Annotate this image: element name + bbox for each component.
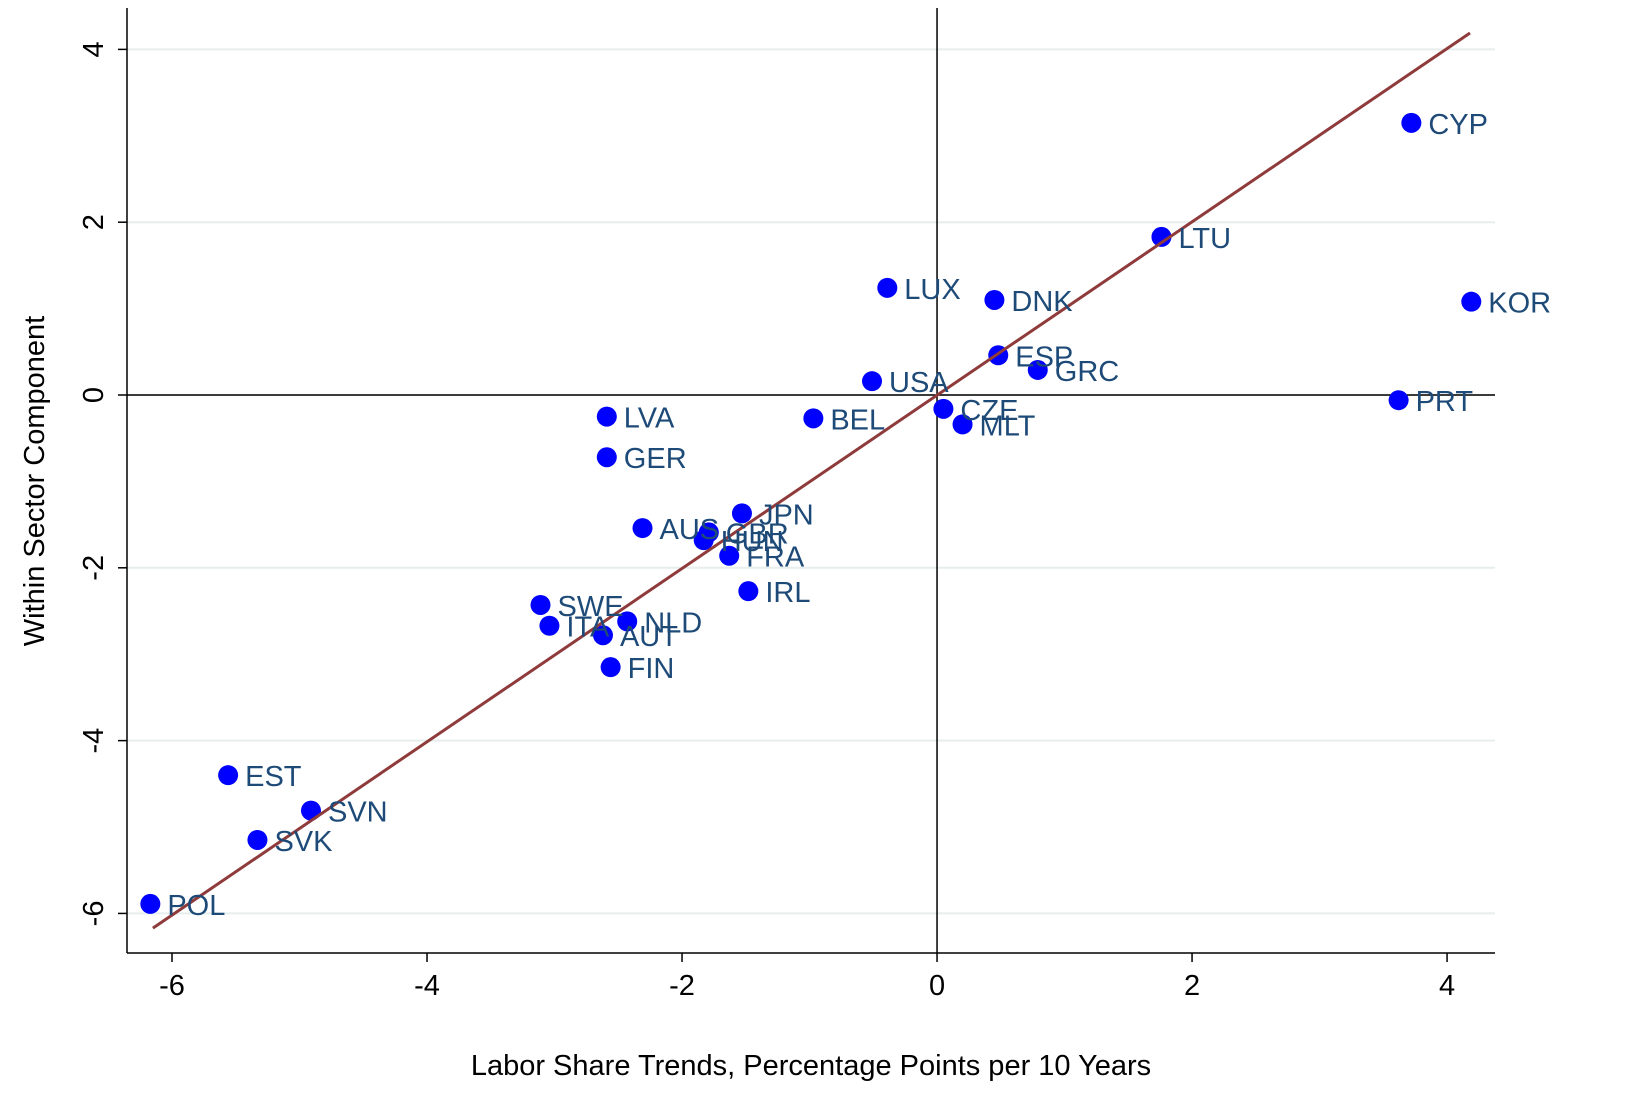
point [952, 414, 973, 435]
point [218, 765, 239, 786]
point [1027, 359, 1048, 380]
point [984, 289, 1005, 310]
x-axis-title: Labor Share Trends, Percentage Points pe… [471, 1050, 1151, 1082]
point-label: FIN [628, 653, 675, 685]
y-tick-label: -2 [78, 555, 110, 581]
point-label: LUX [904, 274, 960, 306]
point-label: JPN [759, 499, 814, 531]
point [877, 277, 898, 298]
point-label: SVN [328, 797, 388, 829]
point [600, 657, 621, 678]
y-tick-label: 4 [78, 41, 110, 57]
point-label: ITA [566, 612, 610, 644]
point [632, 518, 653, 539]
point-label: HUN [721, 526, 784, 558]
point-label: AUS [660, 514, 720, 546]
y-tick-label: 0 [78, 387, 110, 403]
point-label: GBR [726, 518, 789, 550]
point [539, 615, 560, 636]
y-tick-label: 2 [78, 214, 110, 230]
point [617, 611, 638, 632]
point-label: EST [245, 761, 302, 793]
point [719, 545, 740, 566]
point-label: CZE [960, 395, 1018, 427]
point [738, 581, 759, 602]
point [592, 625, 613, 646]
point-label: IRL [765, 577, 810, 609]
point-label: LTU [1178, 223, 1231, 255]
point-label: AUT [620, 621, 678, 653]
point [693, 530, 714, 551]
x-tick-label: -4 [414, 970, 440, 1002]
point-label: SVK [274, 826, 333, 858]
x-tick-label: -2 [669, 970, 695, 1002]
point-label: DNK [1011, 286, 1073, 318]
fit-line [152, 31, 1471, 930]
point-label: PRT [1416, 386, 1474, 418]
point [140, 893, 161, 914]
point-label: SWE [557, 591, 623, 623]
point [596, 406, 617, 427]
point [862, 371, 883, 392]
point [933, 398, 954, 419]
x-tick-label: -6 [159, 970, 185, 1002]
y-axis-title: Within Sector Component [19, 316, 51, 646]
point-label: GRC [1055, 356, 1119, 388]
x-tick-label: 4 [1439, 970, 1455, 1002]
point [1388, 390, 1409, 411]
point-label: CYP [1428, 109, 1488, 141]
point [1151, 226, 1172, 247]
x-tick-label: 2 [1184, 970, 1200, 1002]
point [1401, 112, 1422, 133]
x-tick-label: 0 [929, 970, 945, 1002]
point [530, 594, 551, 615]
point-label: ESP [1015, 341, 1073, 373]
point-label: BEL [830, 404, 885, 436]
point-label: KOR [1488, 288, 1551, 320]
point-label: MLT [980, 410, 1036, 442]
point-label: FRA [746, 542, 805, 574]
y-tick-label: -4 [78, 728, 110, 754]
point-label: NLD [644, 607, 702, 639]
y-tick-label: -6 [78, 901, 110, 927]
point-label: LVA [624, 403, 675, 435]
point [596, 447, 617, 468]
point-label: GER [624, 443, 687, 475]
point [1461, 291, 1482, 312]
point [247, 829, 268, 850]
point-label: USA [889, 367, 949, 399]
point-label: POL [167, 890, 225, 922]
point [803, 408, 824, 429]
point [731, 503, 752, 524]
